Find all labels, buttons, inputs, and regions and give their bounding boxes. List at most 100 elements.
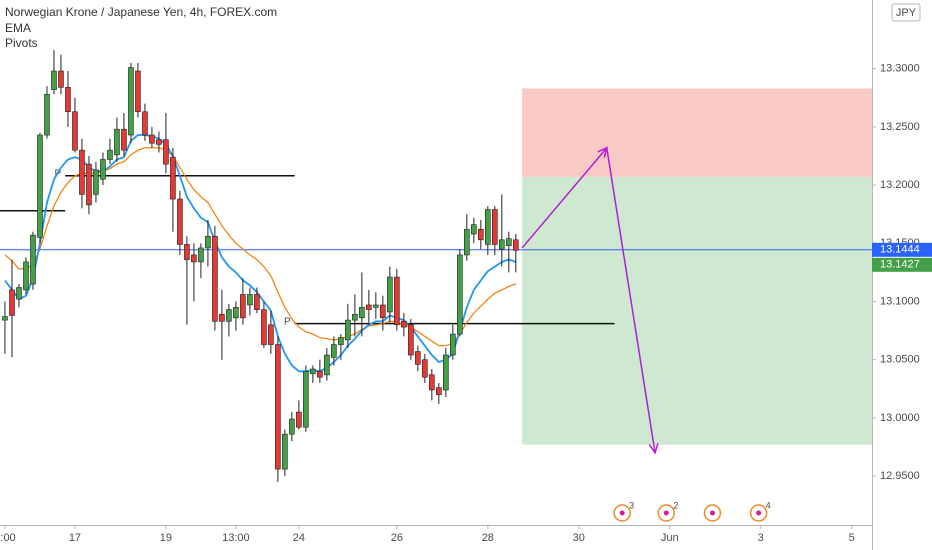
event-dot	[619, 510, 625, 516]
candle-body	[422, 359, 428, 378]
candle-body	[149, 134, 155, 144]
candle-body	[303, 371, 309, 428]
candle-body	[191, 254, 197, 263]
candle-body	[338, 337, 344, 345]
y-tick-label: 13.0000	[880, 412, 920, 424]
candle-body	[240, 294, 246, 319]
candle-body	[107, 149, 113, 160]
x-tick-label: 28	[482, 532, 494, 544]
candle-body	[282, 433, 288, 470]
candle-body	[506, 238, 512, 246]
candle-body	[478, 229, 484, 241]
candle-body	[16, 287, 22, 300]
x-tick-label: 19	[160, 532, 172, 544]
candle-body	[359, 307, 365, 319]
close-label-box	[872, 257, 932, 272]
candle-body	[380, 304, 386, 319]
candle-body	[93, 169, 99, 195]
candle-body	[212, 236, 218, 322]
candle-body	[247, 294, 253, 306]
plot-area: PP	[0, 50, 872, 482]
candle-body	[464, 229, 470, 256]
candle-body	[23, 261, 29, 291]
candle-body	[268, 324, 274, 345]
candle-body	[9, 289, 15, 316]
candle-body	[163, 139, 169, 165]
price-label-box	[872, 242, 932, 257]
x-tick-label: 5	[849, 532, 855, 544]
candle-body	[275, 344, 281, 470]
event-dot	[756, 510, 762, 516]
candle-body	[72, 111, 78, 151]
candle-body	[142, 111, 148, 136]
candle-body	[450, 333, 456, 356]
candle-body	[58, 70, 64, 88]
candle-body	[135, 70, 141, 113]
x-tick-label: Jun	[661, 532, 679, 544]
candle-body	[51, 70, 57, 90]
candle-body	[499, 239, 505, 250]
y-tick-label: 13.1000	[880, 295, 920, 307]
candle-body	[261, 309, 267, 345]
candle-body	[2, 316, 8, 321]
currency-box[interactable]	[891, 3, 921, 22]
x-tick-label: 26	[391, 532, 403, 544]
candle-body	[177, 198, 183, 245]
candle-body	[415, 351, 421, 365]
candle-body	[100, 159, 106, 180]
candle-body	[289, 418, 295, 435]
candle-body	[79, 149, 85, 195]
x-tick-label: 17	[69, 532, 81, 544]
currency-label[interactable]: JPY	[896, 7, 917, 19]
candle-body	[156, 139, 162, 145]
x-tick-label: 24	[293, 532, 305, 544]
target-zone	[522, 176, 872, 445]
arrow-head	[648, 443, 659, 455]
event-count: 2	[673, 500, 678, 510]
candle-body	[128, 67, 134, 136]
candle-body	[436, 387, 442, 395]
candle-body	[408, 324, 414, 356]
candle-body	[513, 239, 519, 251]
y-tick-label: 13.2000	[880, 179, 920, 191]
event-count: 3	[629, 500, 634, 510]
candle-body	[394, 276, 400, 326]
candle-body	[457, 254, 463, 335]
price-label: 13.1444	[880, 244, 920, 256]
x-tick-label: 30	[573, 532, 585, 544]
candle-body	[492, 209, 498, 245]
candle-body	[443, 354, 449, 391]
candle-body	[226, 309, 232, 322]
y-tick-label: 12.9500	[880, 470, 920, 482]
close-label: 13.1427	[880, 259, 920, 271]
candle-body	[37, 134, 43, 238]
candle-body	[198, 247, 204, 263]
candle-body	[324, 354, 330, 376]
candle-body	[485, 209, 491, 245]
x-tick-label: 13:00	[222, 532, 250, 544]
indicator-label: EMA	[5, 21, 31, 35]
candle-body	[30, 234, 36, 285]
candle-body	[114, 128, 120, 156]
chart-title: Norwegian Krone / Japanese Yen, 4h, FORE…	[5, 5, 277, 19]
candle-body	[471, 224, 477, 235]
candle-body	[86, 163, 92, 206]
y-tick-label: 13.3000	[880, 63, 920, 75]
candle-body	[373, 304, 379, 308]
x-tick-label: 3:00	[0, 532, 16, 544]
candle-body	[233, 307, 239, 319]
event-count: 4	[766, 500, 771, 510]
candle-body	[184, 244, 190, 260]
candle-body	[345, 319, 351, 341]
candle-body	[219, 314, 225, 322]
candle-body	[170, 156, 176, 200]
candle-body	[44, 93, 50, 136]
candle-body	[205, 236, 211, 249]
candle-body	[310, 368, 316, 374]
candle-body	[296, 411, 302, 428]
y-tick-label: 13.0500	[880, 354, 920, 366]
arrow-head	[597, 146, 608, 158]
candle-body	[254, 294, 260, 310]
candle-body	[366, 304, 372, 310]
